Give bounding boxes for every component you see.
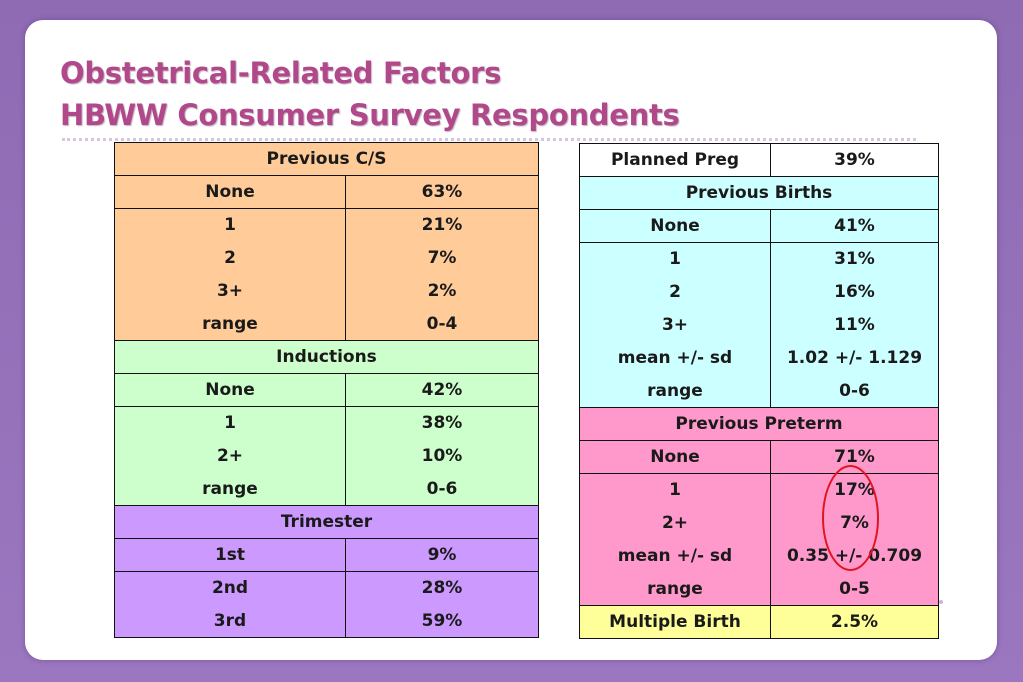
planned-preg-value: 39% — [770, 143, 939, 177]
previous-births-header: Previous Births — [579, 176, 939, 210]
row-label: 2nd — [114, 571, 346, 605]
right-table: Planned Preg 39% Previous Births None 41… — [579, 143, 939, 639]
table-row: 3rd 59% — [114, 604, 539, 638]
inductions-header: Inductions — [114, 340, 539, 374]
table-row: 2 16% — [579, 275, 939, 309]
table-row: 1 31% — [579, 242, 939, 276]
row-value: 9% — [345, 538, 539, 572]
table-row: 2nd 28% — [114, 571, 539, 605]
table-row: range 0-5 — [579, 572, 939, 606]
title-line-1: Obstetrical-Related Factors — [60, 56, 502, 90]
table-row: None 42% — [114, 373, 539, 407]
multiple-birth-value: 2.5% — [770, 605, 939, 639]
left-table: Previous C/S None 63% 1 21% 2 7% 3+ 2% r… — [114, 142, 539, 638]
row-label: range — [114, 472, 346, 506]
planned-preg-label: Planned Preg — [579, 143, 771, 177]
table-row: range 0-4 — [114, 307, 539, 341]
table-row: 3+ 2% — [114, 274, 539, 308]
table-row: Multiple Birth 2.5% — [579, 605, 939, 639]
row-value: 59% — [345, 604, 539, 638]
table-row: 2 7% — [114, 241, 539, 275]
slide-title: Obstetrical-Related Factors HBWW Consume… — [60, 52, 680, 136]
table-header-row: Previous Preterm — [579, 407, 939, 441]
row-value: 0-6 — [345, 472, 539, 506]
row-label: 1 — [114, 208, 346, 242]
table-row: None 71% — [579, 440, 939, 474]
row-label: None — [114, 175, 346, 209]
table-row: 3+ 11% — [579, 308, 939, 342]
row-value: 11% — [770, 308, 939, 342]
row-label: range — [579, 374, 771, 408]
multiple-birth-label: Multiple Birth — [579, 605, 771, 639]
row-label: 3+ — [114, 274, 346, 308]
table-row: None 63% — [114, 175, 539, 209]
row-value: 17% — [770, 473, 939, 507]
row-value: 2% — [345, 274, 539, 308]
table-row: range 0-6 — [114, 472, 539, 506]
decorative-dot — [939, 600, 943, 604]
row-value: 7% — [770, 506, 939, 540]
table-header-row: Previous C/S — [114, 142, 539, 176]
row-value: 71% — [770, 440, 939, 474]
row-value: 38% — [345, 406, 539, 440]
table-row: 1 21% — [114, 208, 539, 242]
row-value: 21% — [345, 208, 539, 242]
row-label: 3rd — [114, 604, 346, 638]
row-label: range — [579, 572, 771, 606]
table-row: 2+ 10% — [114, 439, 539, 473]
row-label: 1 — [114, 406, 346, 440]
row-value: 16% — [770, 275, 939, 309]
row-label: 3+ — [579, 308, 771, 342]
table-row: None 41% — [579, 209, 939, 243]
row-label: 2+ — [114, 439, 346, 473]
table-row: 2+ 7% — [579, 506, 939, 540]
previous-cs-header: Previous C/S — [114, 142, 539, 176]
trimester-header: Trimester — [114, 505, 539, 539]
row-label: mean +/- sd — [579, 539, 771, 573]
row-label: 2 — [579, 275, 771, 309]
row-label: range — [114, 307, 346, 341]
row-value: 0-6 — [770, 374, 939, 408]
row-value: 1.02 +/- 1.129 — [770, 341, 939, 375]
row-value: 0-4 — [345, 307, 539, 341]
row-label: 1 — [579, 242, 771, 276]
row-label: None — [114, 373, 346, 407]
title-line-2: HBWW Consumer Survey Respondents — [60, 98, 680, 132]
row-label: 1st — [114, 538, 346, 572]
table-row: 1 38% — [114, 406, 539, 440]
table-header-row: Inductions — [114, 340, 539, 374]
row-value: 10% — [345, 439, 539, 473]
row-value: 7% — [345, 241, 539, 275]
table-row: 1 17% — [579, 473, 939, 507]
table-row: range 0-6 — [579, 374, 939, 408]
row-label: None — [579, 440, 771, 474]
row-value: 63% — [345, 175, 539, 209]
row-label: None — [579, 209, 771, 243]
table-row: 1st 9% — [114, 538, 539, 572]
table-header-row: Trimester — [114, 505, 539, 539]
table-row: mean +/- sd 1.02 +/- 1.129 — [579, 341, 939, 375]
row-value: 0-5 — [770, 572, 939, 606]
dotted-divider — [62, 138, 916, 141]
table-header-row: Previous Births — [579, 176, 939, 210]
previous-preterm-header: Previous Preterm — [579, 407, 939, 441]
row-value: 42% — [345, 373, 539, 407]
row-label: 1 — [579, 473, 771, 507]
table-row: Planned Preg 39% — [579, 143, 939, 177]
row-value: 0.35 +/- 0.709 — [770, 539, 939, 573]
row-label: 2 — [114, 241, 346, 275]
row-value: 28% — [345, 571, 539, 605]
row-value: 31% — [770, 242, 939, 276]
row-label: mean +/- sd — [579, 341, 771, 375]
row-value: 41% — [770, 209, 939, 243]
row-label: 2+ — [579, 506, 771, 540]
table-row: mean +/- sd 0.35 +/- 0.709 — [579, 539, 939, 573]
